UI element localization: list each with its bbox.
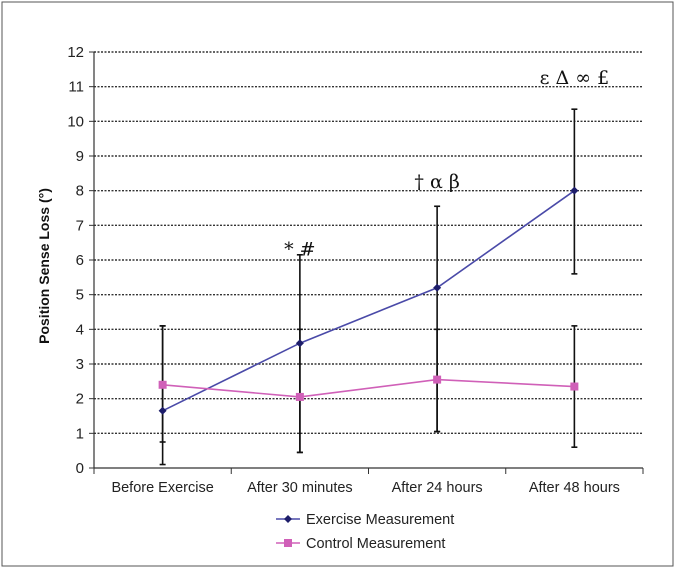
exercise-data-point [295, 339, 304, 348]
significance-annotation: * # [284, 239, 315, 261]
y-tick-label: 6 [76, 252, 84, 269]
y-tick-label: 5 [76, 287, 84, 304]
exercise-data-point [158, 406, 167, 415]
y-tick-label: 0 [76, 460, 84, 477]
control-data-point [158, 380, 167, 389]
control-series-line [162, 378, 575, 398]
control-data-point [295, 392, 304, 401]
y-tick-label: 10 [67, 113, 84, 130]
x-category-label: After 48 hours [529, 480, 620, 496]
legend: Exercise Measurement Control Measurement [276, 512, 454, 552]
y-tick-label: 11 [68, 79, 84, 96]
significance-annotation: ε Δ ∞ £ [540, 67, 610, 89]
exercise-data-point [570, 186, 579, 195]
exercise-series-line [162, 190, 575, 412]
legend-label: Exercise Measurement [306, 512, 454, 528]
x-category-labels: Before Exercise After 30 minutes After 24 … [111, 480, 619, 496]
y-tick-label: 4 [76, 321, 84, 338]
y-tick-label: 1 [76, 425, 84, 442]
x-category-label: Before Exercise [111, 480, 213, 496]
significance-annotation: † α β [414, 171, 459, 193]
y-tick-label: 8 [76, 183, 84, 200]
legend-label: Control Measurement [306, 536, 445, 552]
significance-annotations: * # † α β ε Δ ∞ £ [284, 67, 609, 261]
control-data-point [570, 382, 579, 391]
y-axis-title: Position Sense Loss (°) [36, 188, 52, 344]
x-category-label: After 24 hours [392, 480, 483, 496]
legend-marker [284, 539, 292, 547]
control-data-point [433, 375, 442, 384]
series-markers [158, 186, 579, 415]
x-category-label: After 30 minutes [247, 480, 353, 496]
y-tick-label: 9 [76, 148, 84, 165]
series-lines [162, 190, 575, 412]
legend-marker [284, 515, 292, 523]
y-tick-label: 3 [76, 356, 84, 373]
y-tick-label: 7 [76, 217, 84, 234]
y-tick-label: 2 [76, 391, 84, 408]
y-tick-label: 12 [67, 44, 84, 61]
axes [89, 51, 644, 474]
exercise-data-point [433, 283, 442, 292]
